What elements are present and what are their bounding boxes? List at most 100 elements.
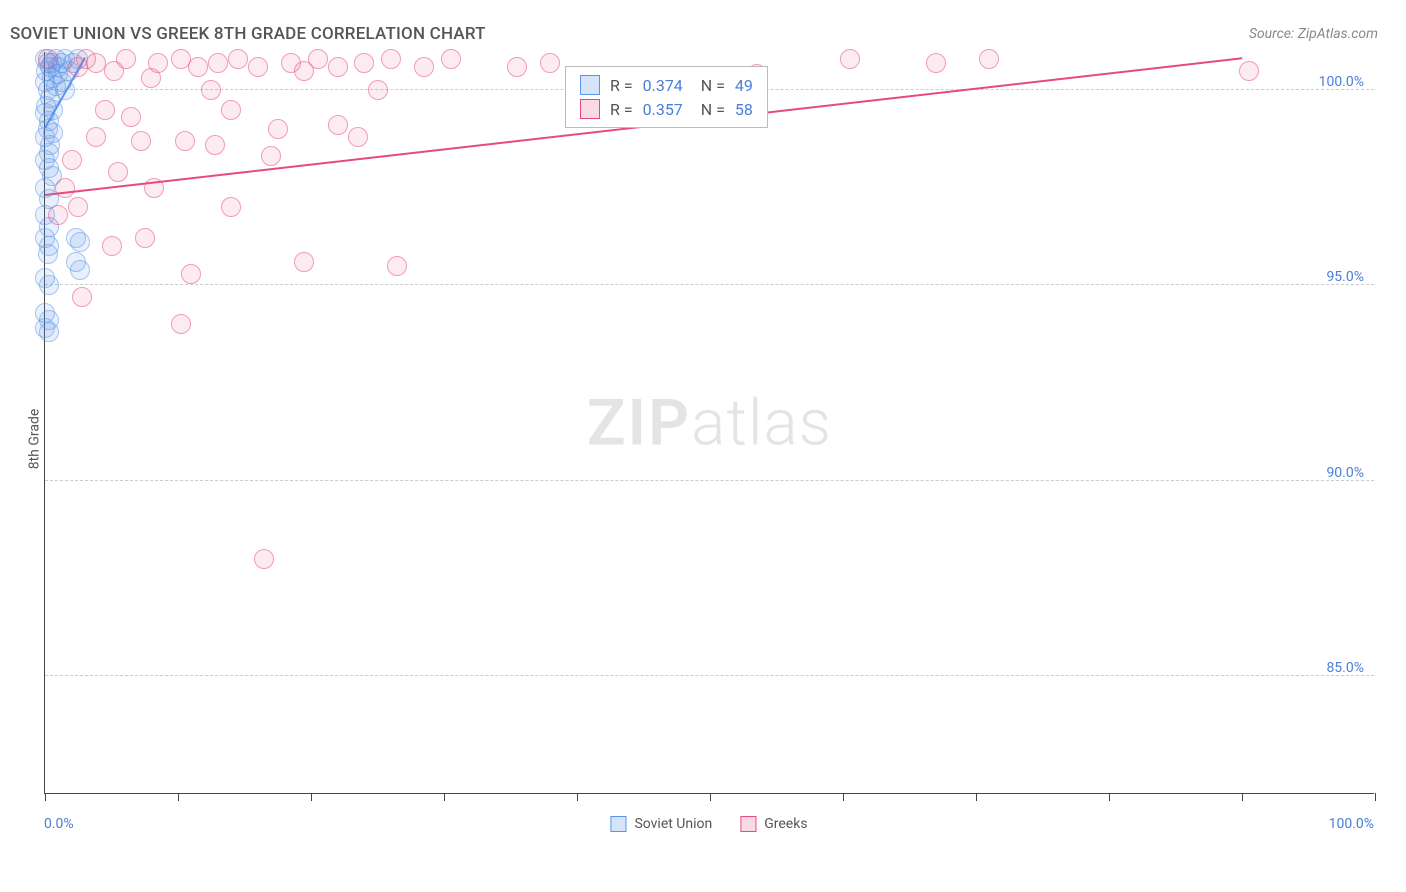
x-tick: [577, 793, 578, 801]
x-tick: [45, 793, 46, 801]
x-tick: [843, 793, 844, 801]
gridline: [45, 480, 1374, 481]
chart-container: 8th Grade ZIPatlas 85.0%90.0%95.0%100.0%…: [0, 44, 1406, 834]
data-point: [294, 252, 314, 272]
legend-swatch-icon: [740, 816, 756, 832]
data-point: [348, 127, 368, 147]
data-point: [228, 49, 248, 69]
r-value: 0.357: [643, 100, 683, 119]
data-point: [144, 178, 164, 198]
data-point: [72, 287, 92, 307]
data-point: [95, 100, 115, 120]
data-point: [221, 197, 241, 217]
data-point: [171, 314, 191, 334]
r-value: 0.374: [643, 76, 683, 95]
data-point: [221, 100, 241, 120]
stats-row: R = 0.357 N = 58: [580, 97, 753, 121]
stat-label: N =: [693, 100, 725, 119]
data-point: [55, 178, 75, 198]
y-tick-label: 100.0%: [1319, 74, 1364, 90]
scatter-plot: ZIPatlas 85.0%90.0%95.0%100.0%R = 0.374 …: [44, 52, 1374, 794]
data-point: [248, 57, 268, 77]
legend-swatch-icon: [580, 99, 600, 119]
x-tick: [976, 793, 977, 801]
data-point: [108, 162, 128, 182]
data-point: [381, 49, 401, 69]
data-point: [131, 131, 151, 151]
data-point: [38, 244, 58, 264]
data-point: [201, 80, 221, 100]
data-point: [43, 100, 63, 120]
gridline: [45, 675, 1374, 676]
data-point: [294, 61, 314, 81]
data-point: [39, 275, 59, 295]
stat-label: R =: [610, 100, 633, 119]
data-point: [175, 131, 195, 151]
data-point: [102, 236, 122, 256]
x-tick: [1109, 793, 1110, 801]
data-point: [70, 260, 90, 280]
data-point: [540, 53, 560, 73]
x-tick: [311, 793, 312, 801]
y-axis-label: 8th Grade: [26, 409, 42, 470]
legend-item: Greeks: [740, 816, 807, 832]
gridline: [45, 284, 1374, 285]
data-point: [254, 549, 274, 569]
data-point: [38, 49, 58, 69]
data-point: [354, 53, 374, 73]
data-point: [70, 232, 90, 252]
data-point: [48, 205, 68, 225]
n-value: 58: [735, 100, 753, 119]
chart-title: SOVIET UNION VS GREEK 8TH GRADE CORRELAT…: [10, 24, 486, 44]
n-value: 49: [735, 76, 753, 95]
source-label: Source: ZipAtlas.com: [1249, 26, 1378, 42]
data-point: [507, 57, 527, 77]
data-point: [68, 197, 88, 217]
data-point: [86, 127, 106, 147]
series-legend: Soviet Union Greeks: [610, 816, 807, 832]
data-point: [62, 150, 82, 170]
data-point: [55, 80, 75, 100]
data-point: [268, 119, 288, 139]
data-point: [1239, 61, 1259, 81]
data-point: [43, 123, 63, 143]
legend-swatch-icon: [580, 75, 600, 95]
x-tick: [444, 793, 445, 801]
watermark: ZIPatlas: [587, 385, 832, 460]
legend-label: Soviet Union: [634, 816, 712, 832]
x-axis-min-label: 0.0%: [44, 816, 74, 832]
x-tick: [710, 793, 711, 801]
data-point: [387, 256, 407, 276]
data-point: [188, 57, 208, 77]
correlation-stats: R = 0.374 N = 49R = 0.357 N = 58: [565, 66, 768, 128]
stats-row: R = 0.374 N = 49: [580, 73, 753, 97]
x-tick: [1375, 793, 1376, 801]
data-point: [328, 57, 348, 77]
data-point: [116, 49, 136, 69]
legend-swatch-icon: [610, 816, 626, 832]
stat-label: N =: [693, 76, 725, 95]
data-point: [368, 80, 388, 100]
data-point: [39, 322, 59, 342]
x-tick: [1242, 793, 1243, 801]
legend-label: Greeks: [764, 816, 807, 832]
data-point: [208, 53, 228, 73]
data-point: [261, 146, 281, 166]
y-tick-label: 95.0%: [1326, 269, 1364, 285]
y-tick-label: 85.0%: [1326, 660, 1364, 676]
x-tick: [178, 793, 179, 801]
data-point: [840, 49, 860, 69]
data-point: [441, 49, 461, 69]
data-point: [86, 53, 106, 73]
data-point: [328, 115, 348, 135]
data-point: [205, 135, 225, 155]
x-axis-max-label: 100.0%: [1329, 816, 1374, 832]
data-point: [181, 264, 201, 284]
data-point: [121, 107, 141, 127]
data-point: [135, 228, 155, 248]
data-point: [979, 49, 999, 69]
data-point: [141, 68, 161, 88]
data-point: [926, 53, 946, 73]
data-point: [414, 57, 434, 77]
legend-item: Soviet Union: [610, 816, 712, 832]
